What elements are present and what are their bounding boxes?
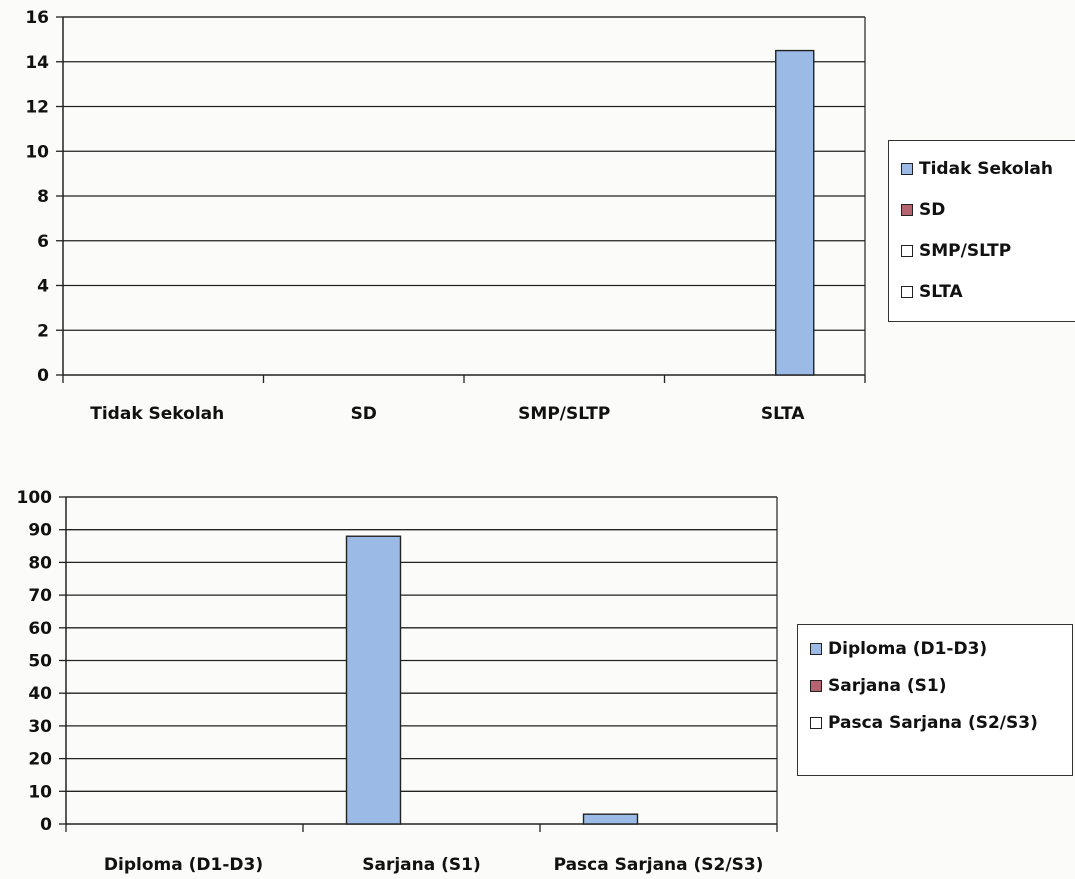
chart-1-y-tick-label: 14 (25, 53, 49, 73)
legend-swatch (901, 286, 913, 298)
chart-1-y-tick-label: 0 (37, 366, 49, 386)
education-chart-1: 0 2 4 6 8 10 12 14 16 Tidak Sekolah SD SMP/SLTP SLTA… (25, 8, 1075, 424)
chart-1-legend-item: SLTA (901, 282, 1067, 302)
chart-1-y-tick-label: 12 (25, 98, 49, 118)
chart-2-y-tick-label: 100 (17, 488, 53, 508)
chart-2-y-tick-label: 90 (28, 521, 52, 541)
legend-swatch (901, 204, 913, 216)
chart-1-y-tick-label: 6 (37, 232, 49, 252)
chart-2-plot: 0 10 20 30 40 50 60 70 80 90 100 Diploma (D1-D3) Sar… (17, 488, 778, 875)
chart-2-category-label: Sarjana (S1) (362, 855, 481, 875)
chart-1-legend-item: SD (901, 200, 1067, 220)
chart-1-category-label: SMP/SLTP (518, 404, 610, 424)
chart-2-legend-item: Diploma (D1-D3) (810, 639, 1062, 659)
legend-swatch (810, 643, 822, 655)
chart-1-category-label: Tidak Sekolah (90, 404, 224, 424)
legend-label: SD (919, 200, 946, 220)
chart-2-legend-item: Pasca Sarjana (S2/S3) (810, 713, 1062, 733)
legend-label: Sarjana (S1) (828, 676, 947, 696)
legend-label: SLTA (919, 282, 963, 302)
chart-2-y-tick-label: 20 (28, 750, 52, 770)
chart-2-y-tick-label: 0 (40, 815, 52, 835)
chart-2-category-label: Pasca Sarjana (S2/S3) (554, 855, 764, 875)
chart-2-y-tick-label: 50 (28, 652, 52, 672)
chart-1-legend-item: SMP/SLTP (901, 241, 1067, 261)
legend-swatch (810, 680, 822, 692)
chart-2-category-label: Diploma (D1-D3) (104, 855, 263, 875)
chart-1-category-label: SD (351, 404, 377, 424)
legend-label: Diploma (D1-D3) (828, 639, 988, 659)
legend-swatch (901, 245, 913, 257)
legend-swatch (901, 163, 913, 175)
chart-2-y-tick-label: 10 (28, 782, 52, 802)
chart-2-legend: Diploma (D1-D3) Sarjana (S1) Pasca Sarjana… (797, 624, 1073, 776)
legend-label: SMP/SLTP (919, 241, 1012, 261)
chart-1-bar (775, 49, 815, 376)
chart-1-y-tick-label: 10 (25, 142, 49, 162)
chart-1-y-tick-label: 4 (37, 277, 49, 297)
chart-2-legend-item: Sarjana (S1) (810, 676, 1062, 696)
chart-1-legend: Tidak Sekolah SD SMP/SLTP SLTA (888, 140, 1075, 322)
legend-swatch (810, 717, 822, 729)
chart-1-plot: 0 2 4 6 8 10 12 14 16 Tidak Sekolah SD SMP/SLTP SLTA (25, 8, 866, 424)
chart-1-y-tick-label: 8 (37, 187, 49, 207)
chart-2-bar (345, 535, 402, 825)
legend-label: Tidak Sekolah (919, 159, 1053, 179)
legend-label: Pasca Sarjana (S2/S3) (828, 713, 1038, 733)
chart-1-category-label: SLTA (761, 404, 806, 424)
education-chart-2: 0 10 20 30 40 50 60 70 80 90 100 Diploma (D1-D3) Sar… (0, 480, 1075, 879)
chart-1-y-tick-label: 16 (25, 8, 49, 28)
chart-1-legend-item: Tidak Sekolah (901, 159, 1067, 179)
chart-2-y-tick-label: 30 (28, 717, 52, 737)
chart-2-y-tick-label: 70 (28, 586, 52, 606)
chart-2-bar (582, 813, 639, 825)
chart-2-y-tick-label: 80 (28, 553, 52, 573)
chart-2-y-tick-label: 60 (28, 619, 52, 639)
chart-1-y-tick-label: 2 (37, 321, 49, 341)
chart-2-y-tick-label: 40 (28, 684, 52, 704)
